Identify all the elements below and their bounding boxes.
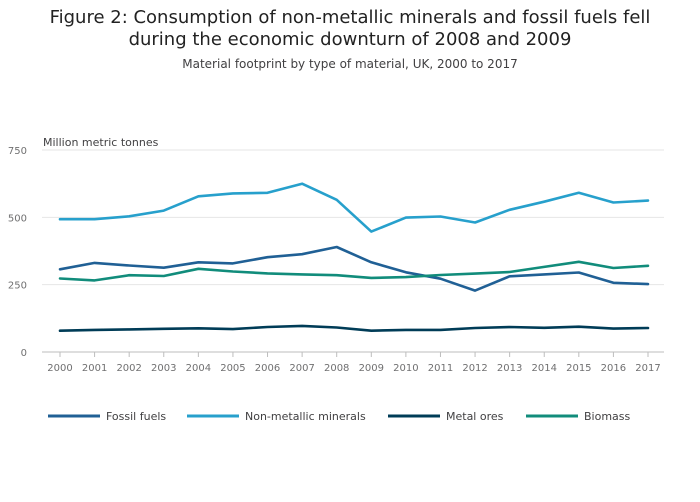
y-tick-label: 750 (8, 146, 27, 157)
y-tick-label: 0 (21, 348, 27, 359)
legend-label: Metal ores (446, 410, 504, 423)
legend-item-biomass[interactable]: Biomass (526, 410, 631, 423)
axes: 0 250 500 750 2000 2001 2002 2003 2004 2005 2006 20… (8, 146, 664, 374)
x-tick-label: 2012 (462, 363, 487, 374)
x-tick-label: 2013 (497, 363, 522, 374)
x-tick-label: 2002 (116, 363, 141, 374)
series-line-biomass (58, 260, 650, 282)
legend[interactable]: Fossil fuels Non-metallic minerals Metal o… (48, 410, 631, 423)
legend-label: Biomass (584, 410, 631, 423)
x-tick-label: 2007 (289, 363, 314, 374)
x-tick-label: 2003 (151, 363, 176, 374)
chart-title: Figure 2: Consumption of non-metallic mi… (49, 7, 651, 50)
legend-item-metal-ores[interactable]: Metal ores (388, 410, 504, 423)
x-tick-label: 2011 (428, 363, 453, 374)
x-tick-label: 2014 (532, 363, 557, 374)
x-tick-label: 2008 (324, 363, 349, 374)
x-tick-label: 2006 (255, 363, 280, 374)
y-tick-label: 500 (8, 213, 27, 224)
series-line-fossil-fuels (58, 245, 650, 292)
chart-subtitle: Material footprint by type of material, … (182, 57, 518, 71)
x-tick-label: 2004 (186, 363, 211, 374)
legend-label: Fossil fuels (106, 410, 166, 423)
legend-item-fossil-fuels[interactable]: Fossil fuels (48, 410, 166, 423)
x-tick-label: 2005 (220, 363, 245, 374)
gridlines (42, 149, 664, 286)
series-line-metal-ores (58, 324, 650, 333)
x-tick-label: 2017 (635, 363, 660, 374)
legend-label: Non-metallic minerals (245, 410, 366, 423)
y-tick-label: 250 (8, 281, 27, 292)
series-lines (58, 182, 650, 333)
x-tick-label: 2001 (82, 363, 107, 374)
x-tick-label: 2010 (393, 363, 418, 374)
x-tick-label: 2009 (359, 363, 384, 374)
x-tick-label: 2016 (601, 363, 626, 374)
y-axis-label: Million metric tonnes (43, 136, 159, 149)
x-tick-label: 2015 (566, 363, 591, 374)
legend-item-non-metallic-minerals[interactable]: Non-metallic minerals (187, 410, 366, 423)
x-tick-label: 2000 (47, 363, 72, 374)
series-line-non-metallic-minerals (58, 182, 650, 233)
